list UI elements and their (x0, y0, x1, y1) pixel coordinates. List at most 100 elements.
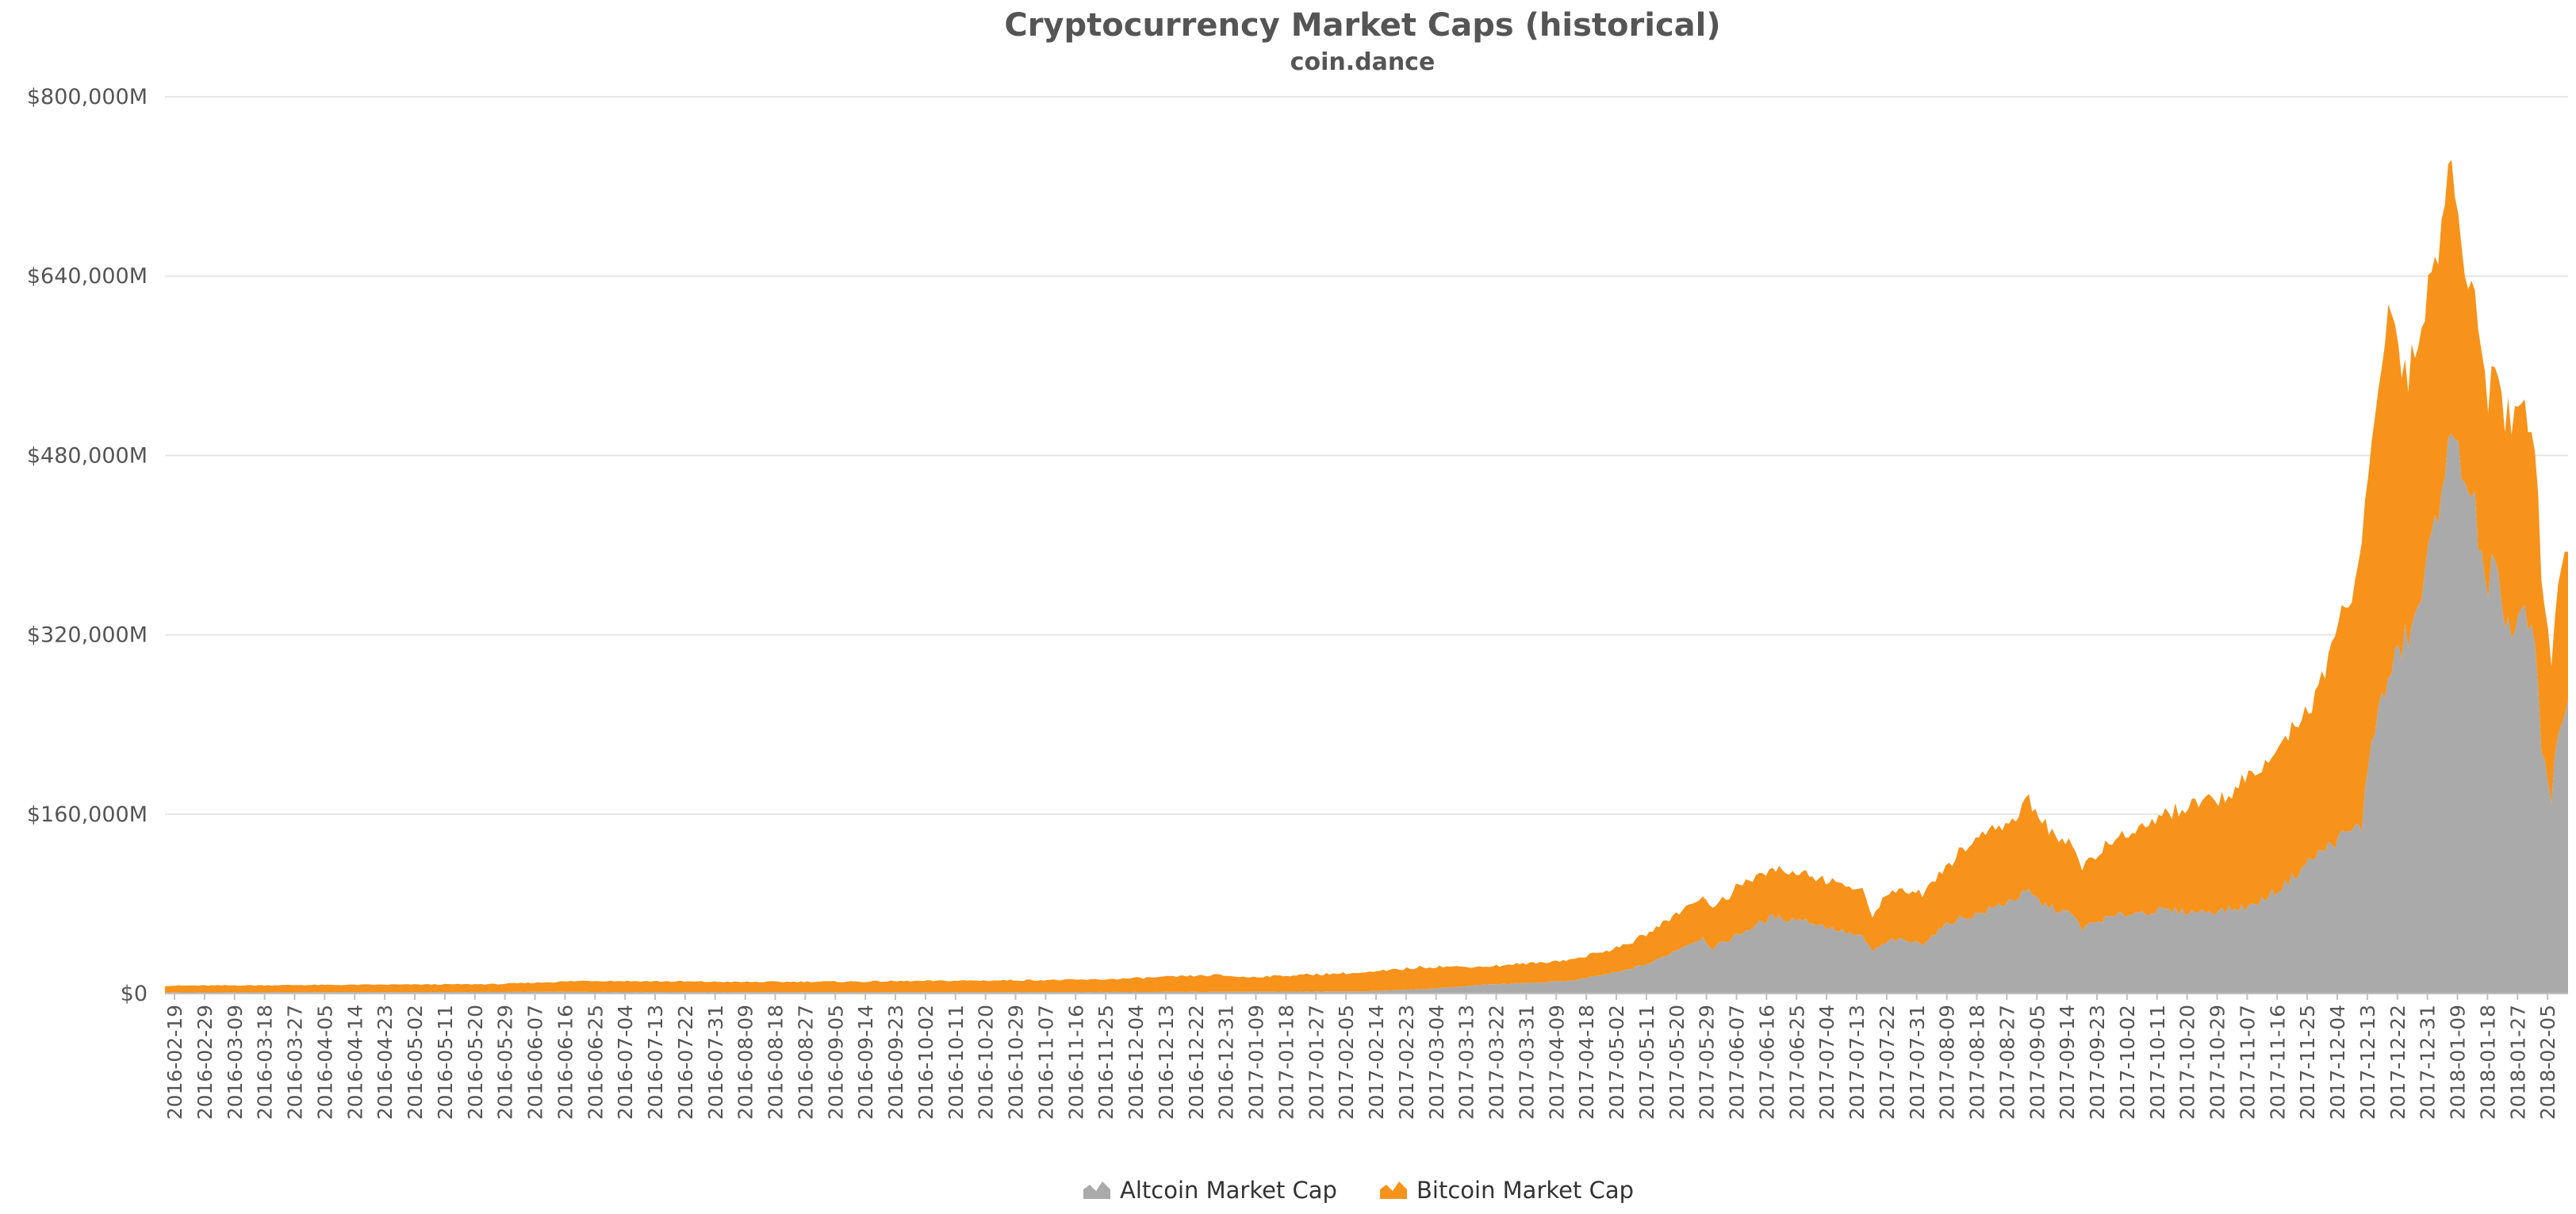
legend[interactable]: Altcoin Market Cap Bitcoin Market Cap (1083, 1177, 1634, 1204)
x-tick-label: 2016-03-27 (284, 1005, 307, 1120)
x-tick-label: 2017-12-22 (2386, 1005, 2409, 1120)
x-tick-label: 2016-02-19 (163, 1005, 186, 1120)
x-tick-label: 2017-11-25 (2296, 1005, 2319, 1120)
x-tick-label: 2016-11-25 (1094, 1005, 1117, 1120)
legend-item-bitcoin[interactable]: Bitcoin Market Cap (1380, 1177, 1634, 1204)
chart-title: Cryptocurrency Market Caps (historical) (1004, 7, 1720, 44)
x-tick-label: 2017-10-11 (2146, 1005, 2169, 1120)
x-tick-label: 2016-09-05 (824, 1005, 847, 1120)
x-tick-label: 2017-06-07 (1726, 1005, 1749, 1120)
x-tick-label: 2017-12-31 (2417, 1005, 2440, 1120)
x-tick-label: 2017-09-05 (2026, 1005, 2049, 1120)
x-tick-label: 2016-10-02 (914, 1005, 937, 1120)
x-tick-label: 2016-05-11 (434, 1005, 457, 1120)
x-tick-label: 2016-12-22 (1185, 1005, 1208, 1120)
x-tick-label: 2016-05-02 (404, 1005, 427, 1120)
x-tick-label: 2016-06-07 (524, 1005, 547, 1120)
x-tick-label: 2017-02-05 (1335, 1005, 1358, 1120)
x-tick-label: 2017-08-27 (1995, 1005, 2018, 1120)
legend-label-bitcoin: Bitcoin Market Cap (1416, 1177, 1634, 1204)
x-tick-label: 2017-02-23 (1395, 1005, 1418, 1120)
x-tick-label: 2017-07-04 (1815, 1005, 1838, 1120)
area-series-icon (1380, 1181, 1407, 1199)
x-tick-label: 2017-03-04 (1425, 1005, 1448, 1120)
x-tick-label: 2017-05-11 (1635, 1005, 1658, 1120)
x-tick-label: 2017-05-02 (1605, 1005, 1628, 1120)
x-tick-label: 2017-01-18 (1275, 1005, 1298, 1120)
x-tick-label: 2017-09-14 (2056, 1005, 2079, 1120)
x-tick-label: 2016-03-18 (254, 1005, 277, 1120)
x-tick-label: 2016-06-16 (554, 1005, 577, 1120)
y-tick-label: $160,000M (27, 802, 148, 827)
x-axis-ticks: 2016-02-19 2016-02-29 2016-03-09 2016-03-18… (163, 994, 2559, 1120)
x-tick-label: 2017-09-23 (2086, 1005, 2109, 1120)
x-tick-label: 2016-05-20 (464, 1005, 487, 1120)
x-tick-label: 2017-01-09 (1245, 1005, 1268, 1120)
x-tick-label: 2016-06-25 (584, 1005, 607, 1120)
x-tick-label: 2016-12-31 (1215, 1005, 1238, 1120)
x-tick-label: 2017-10-20 (2176, 1005, 2199, 1120)
y-tick-label: $800,000M (27, 85, 148, 109)
altcoin-area (165, 433, 2568, 994)
x-tick-label: 2017-03-13 (1455, 1005, 1478, 1120)
x-tick-label: 2016-05-29 (494, 1005, 517, 1120)
x-tick-label: 2017-04-18 (1575, 1005, 1598, 1120)
legend-label-altcoin: Altcoin Market Cap (1120, 1177, 1337, 1204)
x-tick-label: 2016-12-13 (1155, 1005, 1178, 1120)
x-tick-label: 2016-10-20 (975, 1005, 998, 1120)
x-tick-label: 2016-09-14 (854, 1005, 877, 1120)
x-tick-label: 2017-03-31 (1515, 1005, 1538, 1120)
area-series-icon (1083, 1181, 1110, 1199)
x-tick-label: 2017-11-07 (2236, 1005, 2259, 1120)
x-tick-label: 2017-08-09 (1936, 1005, 1959, 1120)
chart-subtitle: coin.dance (1290, 48, 1436, 76)
x-tick-label: 2016-10-11 (945, 1005, 968, 1120)
x-tick-label: 2016-07-04 (614, 1005, 637, 1120)
x-tick-label: 2017-06-16 (1755, 1005, 1778, 1120)
x-tick-label: 2016-08-18 (765, 1005, 788, 1120)
x-tick-label: 2016-08-27 (794, 1005, 817, 1120)
y-tick-label: $480,000M (27, 443, 148, 468)
x-tick-label: 2016-08-09 (734, 1005, 757, 1120)
x-tick-label: 2017-03-22 (1485, 1005, 1508, 1120)
legend-item-altcoin[interactable]: Altcoin Market Cap (1083, 1177, 1337, 1204)
x-tick-label: 2016-03-09 (224, 1005, 247, 1120)
y-tick-label: $640,000M (27, 264, 148, 289)
x-tick-label: 2017-11-16 (2266, 1005, 2289, 1120)
x-tick-label: 2017-07-31 (1906, 1005, 1929, 1120)
x-tick-label: 2018-02-05 (2536, 1005, 2559, 1120)
x-tick-label: 2017-05-29 (1696, 1005, 1719, 1120)
x-tick-label: 2017-10-29 (2206, 1005, 2229, 1120)
x-tick-label: 2016-07-31 (704, 1005, 727, 1120)
x-tick-label: 2017-07-13 (1846, 1005, 1869, 1120)
area-series (165, 159, 2568, 994)
x-tick-label: 2016-10-29 (1005, 1005, 1028, 1120)
x-tick-label: 2016-09-23 (884, 1005, 907, 1120)
bitcoin-area (165, 159, 2568, 994)
x-tick-label: 2018-01-18 (2476, 1005, 2499, 1120)
y-tick-label: $0 (121, 982, 148, 1006)
x-tick-label: 2017-05-20 (1666, 1005, 1689, 1120)
x-tick-label: 2017-12-13 (2356, 1005, 2379, 1120)
x-tick-label: 2017-10-02 (2116, 1005, 2139, 1120)
x-tick-label: 2017-02-14 (1365, 1005, 1388, 1120)
x-tick-label: 2016-07-13 (644, 1005, 667, 1120)
x-tick-label: 2018-01-09 (2447, 1005, 2470, 1120)
x-tick-label: 2016-11-07 (1034, 1005, 1057, 1120)
x-tick-label: 2017-08-18 (1966, 1005, 1989, 1120)
y-axis-ticks: $0 $160,000M $320,000M $480,000M $640,000M $8… (27, 85, 148, 1006)
x-tick-label: 2017-06-25 (1785, 1005, 1808, 1120)
x-tick-label: 2018-01-27 (2506, 1005, 2529, 1120)
x-tick-label: 2017-07-22 (1876, 1005, 1899, 1120)
x-tick-label: 2016-07-22 (674, 1005, 697, 1120)
x-tick-label: 2016-02-29 (194, 1005, 217, 1120)
x-tick-label: 2016-11-16 (1064, 1005, 1087, 1120)
x-tick-label: 2017-12-04 (2326, 1005, 2349, 1120)
x-tick-label: 2017-04-09 (1545, 1005, 1568, 1120)
x-tick-label: 2016-12-04 (1125, 1005, 1148, 1120)
x-tick-label: 2016-04-23 (374, 1005, 397, 1120)
gridlines (165, 96, 2568, 815)
x-tick-label: 2017-01-27 (1305, 1005, 1328, 1120)
x-tick-label: 2016-04-14 (343, 1005, 366, 1120)
